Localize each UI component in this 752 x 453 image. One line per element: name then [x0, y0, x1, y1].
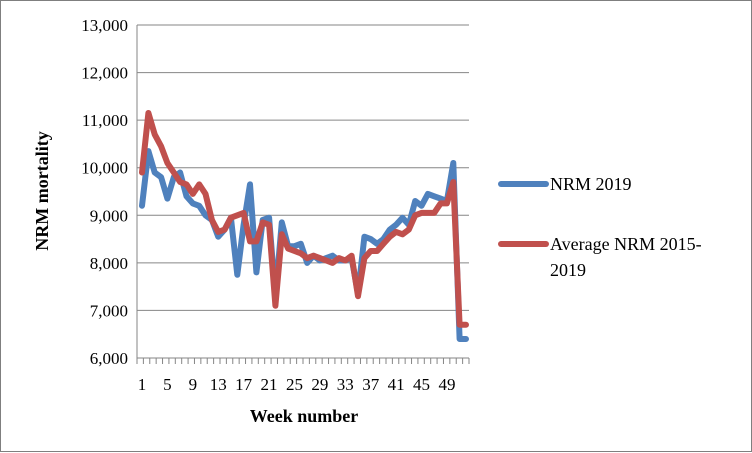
y-tick-label: 8,000 [90, 254, 128, 273]
y-axis-tick-labels: 6,000 7,000 8,000 9,000 10,000 11,000 12,000 13… [81, 16, 128, 368]
x-tick-label: 29 [311, 375, 328, 394]
x-tick-label: 17 [235, 375, 253, 394]
y-tick-label: 11,000 [82, 111, 128, 130]
x-tick-label: 33 [337, 375, 354, 394]
y-tick-label: 13,000 [81, 16, 128, 35]
y-tick-label: 12,000 [81, 64, 128, 83]
x-tick-label: 5 [163, 375, 172, 394]
x-axis-tick-labels: 1 5 9 13 17 21 25 29 33 37 41 45 49 [138, 375, 456, 394]
y-tick-label: 10,000 [81, 159, 128, 178]
legend-label: NRM 2019 [550, 174, 632, 194]
y-tick-label: 7,000 [90, 301, 128, 320]
x-tick-label: 9 [189, 375, 198, 394]
x-axis-title: Week number [250, 406, 359, 426]
x-tick-label: 37 [362, 375, 380, 394]
x-tick-label: 25 [286, 375, 303, 394]
y-tick-label: 6,000 [90, 349, 128, 368]
axes [136, 25, 470, 364]
x-tick-label: 41 [388, 375, 405, 394]
legend-label: Average NRM 2015-2019 [550, 234, 702, 280]
gridlines [137, 24, 469, 359]
x-tick-label: 21 [261, 375, 278, 394]
x-tick-label: 1 [138, 375, 147, 394]
x-tick-label: 49 [438, 375, 455, 394]
x-tick-label: 45 [413, 375, 430, 394]
x-tick-label: 13 [210, 375, 227, 394]
y-axis-title: NRM mortality [32, 131, 52, 250]
series-line-average-nrm-2015-2019 [139, 110, 469, 328]
series-lines [139, 110, 469, 342]
y-tick-label: 9,000 [90, 206, 128, 225]
legend: NRM 2019 Average NRM 2015-2019 [498, 174, 702, 280]
